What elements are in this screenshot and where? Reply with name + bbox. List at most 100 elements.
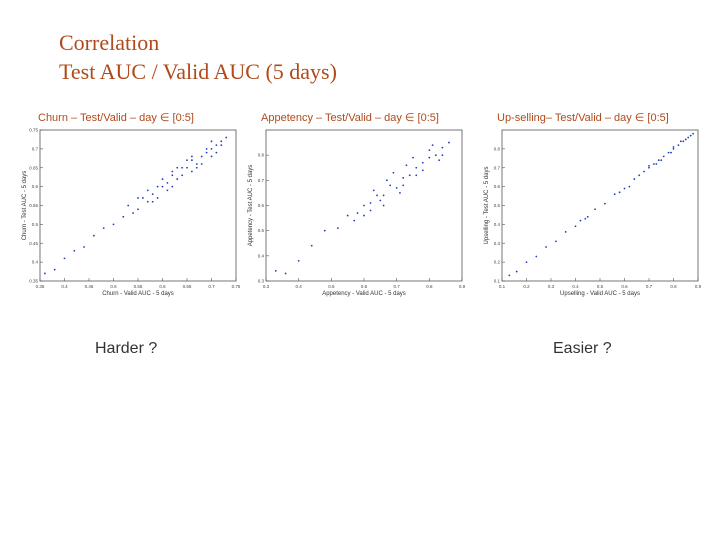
churn-scatter-chart: 0.35 0.4 0.45 0.5 0.55 0.6 0.65 0.7 0.75 0.35 0.4 0… xyxy=(22,128,240,298)
y-tick-label: 0.4 xyxy=(494,222,501,227)
data-point xyxy=(44,272,46,275)
data-point xyxy=(369,209,372,212)
data-point xyxy=(171,170,174,173)
data-point xyxy=(670,151,672,154)
x-tick-label: 0.75 xyxy=(232,284,240,289)
y-tick-label: 0.8 xyxy=(258,153,265,158)
data-point xyxy=(648,166,650,169)
x-axis-label: Churn - Valid AUC - 5 days xyxy=(102,291,174,297)
appetency-panel-title: Appetency – Test/Valid – day ∈ [0:5] xyxy=(261,112,439,124)
x-tick-label: 0.45 xyxy=(85,284,94,289)
data-point xyxy=(363,214,365,217)
data-point xyxy=(657,159,660,162)
harder-note: Harder ? xyxy=(95,340,158,357)
x-tick-label: 0.5 xyxy=(597,284,604,289)
plot-area xyxy=(39,129,237,282)
data-point xyxy=(428,149,431,152)
easier-note: Easier ? xyxy=(553,340,612,357)
data-point xyxy=(166,189,169,192)
data-point xyxy=(689,134,692,137)
data-point xyxy=(356,212,359,214)
data-point xyxy=(63,257,66,260)
data-point xyxy=(191,159,193,162)
data-point xyxy=(402,184,405,187)
y-tick-label: 0.6 xyxy=(32,184,39,189)
y-tick-label: 0.4 xyxy=(32,260,39,265)
data-point xyxy=(195,163,198,165)
appetency-scatter-chart: 0.3 0.4 0.5 0.6 0.7 0.8 0.9 0.3 0.4 0.5 0.6 0.7 0.8 A… xyxy=(248,129,466,297)
data-point xyxy=(161,185,164,188)
data-point xyxy=(382,194,385,197)
x-tick-label: 0.3 xyxy=(548,284,555,289)
data-point xyxy=(574,225,577,228)
x-axis-label: Upselling - Valid AUC - 5 days xyxy=(560,291,640,297)
data-point xyxy=(431,144,434,146)
data-point xyxy=(102,227,105,230)
data-point xyxy=(205,151,208,154)
y-axis-label: Churn - Test AUC - 5 days xyxy=(22,171,28,241)
data-point xyxy=(638,174,641,177)
data-point xyxy=(545,246,547,248)
data-point xyxy=(586,215,589,218)
data-point xyxy=(692,132,694,135)
x-tick-label: 0.8 xyxy=(426,284,433,289)
data-point xyxy=(191,155,193,158)
data-point xyxy=(186,159,188,162)
data-point xyxy=(186,166,188,169)
data-point xyxy=(73,249,76,252)
y-tick-label: 0.7 xyxy=(32,146,39,151)
data-point xyxy=(399,192,401,194)
data-point xyxy=(662,155,665,158)
upselling-panel-title: Up-selling– Test/Valid – day ∈ [0:5] xyxy=(497,112,669,124)
data-point xyxy=(220,140,223,143)
y-tick-label: 0.3 xyxy=(494,241,501,246)
x-tick-label: 0.3 xyxy=(263,284,270,289)
data-point xyxy=(684,138,687,141)
data-point xyxy=(402,176,405,179)
data-point xyxy=(323,229,326,232)
data-point xyxy=(146,189,149,192)
data-point xyxy=(389,184,392,187)
x-tick-label: 0.4 xyxy=(572,284,579,289)
slide-title: Correlation Test AUC / Valid AUC (5 days… xyxy=(59,28,337,86)
data-point xyxy=(171,185,174,188)
data-point xyxy=(648,164,650,167)
data-point xyxy=(363,204,365,207)
data-point xyxy=(564,231,567,233)
data-point xyxy=(284,272,287,275)
data-point xyxy=(156,185,159,188)
data-point xyxy=(385,179,388,182)
y-tick-label: 0.5 xyxy=(32,222,39,227)
title-line-1: Correlation xyxy=(59,30,160,55)
data-point xyxy=(379,199,382,202)
data-point xyxy=(623,187,626,190)
data-point xyxy=(525,261,528,264)
y-axis-label: Appetency - Test AUC - 5 days xyxy=(248,165,254,247)
data-point xyxy=(205,147,208,150)
y-tick-label: 0.5 xyxy=(494,203,501,208)
data-point xyxy=(146,200,149,203)
y-tick-label: 0.7 xyxy=(258,178,265,183)
data-point xyxy=(181,174,184,177)
data-point xyxy=(353,219,356,222)
y-axis-label: Upselling - Test AUC - 5 days xyxy=(484,167,490,245)
data-point xyxy=(195,166,198,169)
x-tick-label: 0.6 xyxy=(621,284,628,289)
x-tick-label: 0.9 xyxy=(459,284,466,289)
data-point xyxy=(515,270,518,273)
data-point xyxy=(584,217,587,220)
data-point xyxy=(112,223,115,226)
data-point xyxy=(310,244,313,247)
data-point xyxy=(171,174,174,177)
y-tick-label: 0.7 xyxy=(494,165,501,170)
x-tick-label: 0.4 xyxy=(61,284,68,289)
data-point xyxy=(405,164,408,167)
data-point xyxy=(618,191,621,194)
data-point xyxy=(297,259,300,262)
data-point xyxy=(151,200,154,203)
data-point xyxy=(613,193,616,196)
data-point xyxy=(142,197,144,199)
x-tick-label: 0.6 xyxy=(361,284,368,289)
data-point xyxy=(392,171,395,174)
data-point xyxy=(677,144,680,146)
